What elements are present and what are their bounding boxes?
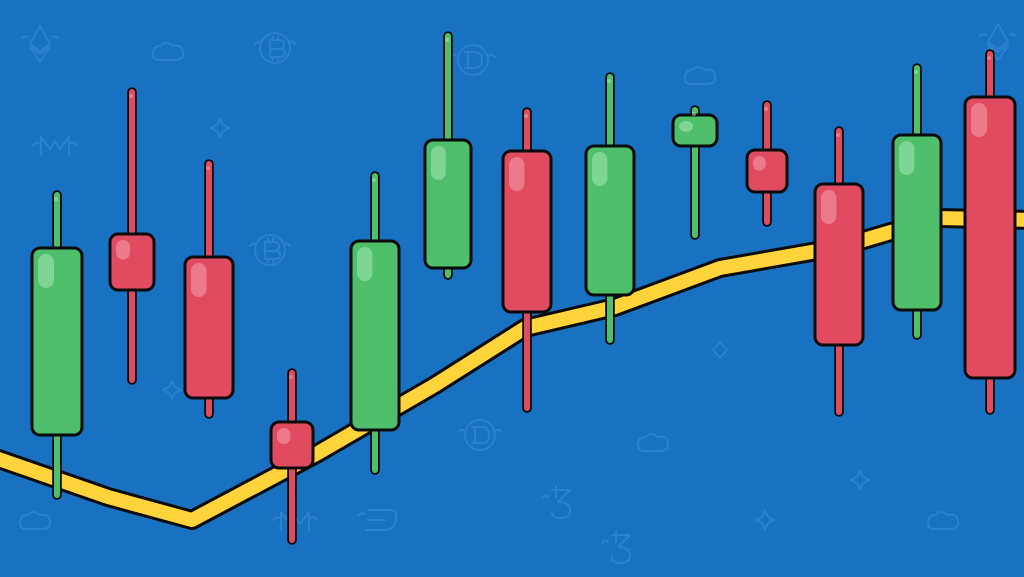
chart-svg [0,0,1024,577]
candlestick-chart [0,0,1024,577]
candle [965,54,1015,410]
